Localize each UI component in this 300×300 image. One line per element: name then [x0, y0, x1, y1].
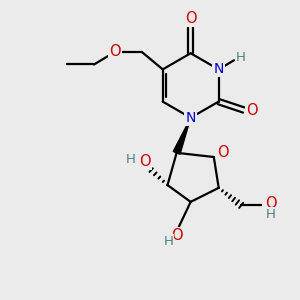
Polygon shape — [173, 118, 191, 154]
Text: O: O — [246, 103, 258, 118]
Text: O: O — [139, 154, 151, 169]
Text: O: O — [171, 228, 182, 243]
Text: O: O — [217, 145, 229, 160]
Text: N: N — [213, 62, 224, 76]
Text: O: O — [185, 11, 197, 26]
Text: O: O — [109, 44, 121, 59]
Text: H: H — [163, 235, 173, 248]
Text: H: H — [236, 51, 246, 64]
Text: O: O — [265, 196, 276, 211]
Text: H: H — [126, 153, 136, 166]
Text: H: H — [266, 208, 275, 221]
Text: N: N — [185, 111, 196, 125]
